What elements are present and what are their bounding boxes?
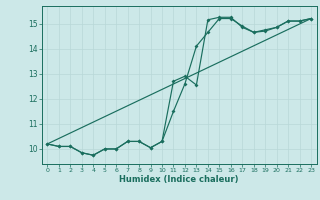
X-axis label: Humidex (Indice chaleur): Humidex (Indice chaleur) bbox=[119, 175, 239, 184]
